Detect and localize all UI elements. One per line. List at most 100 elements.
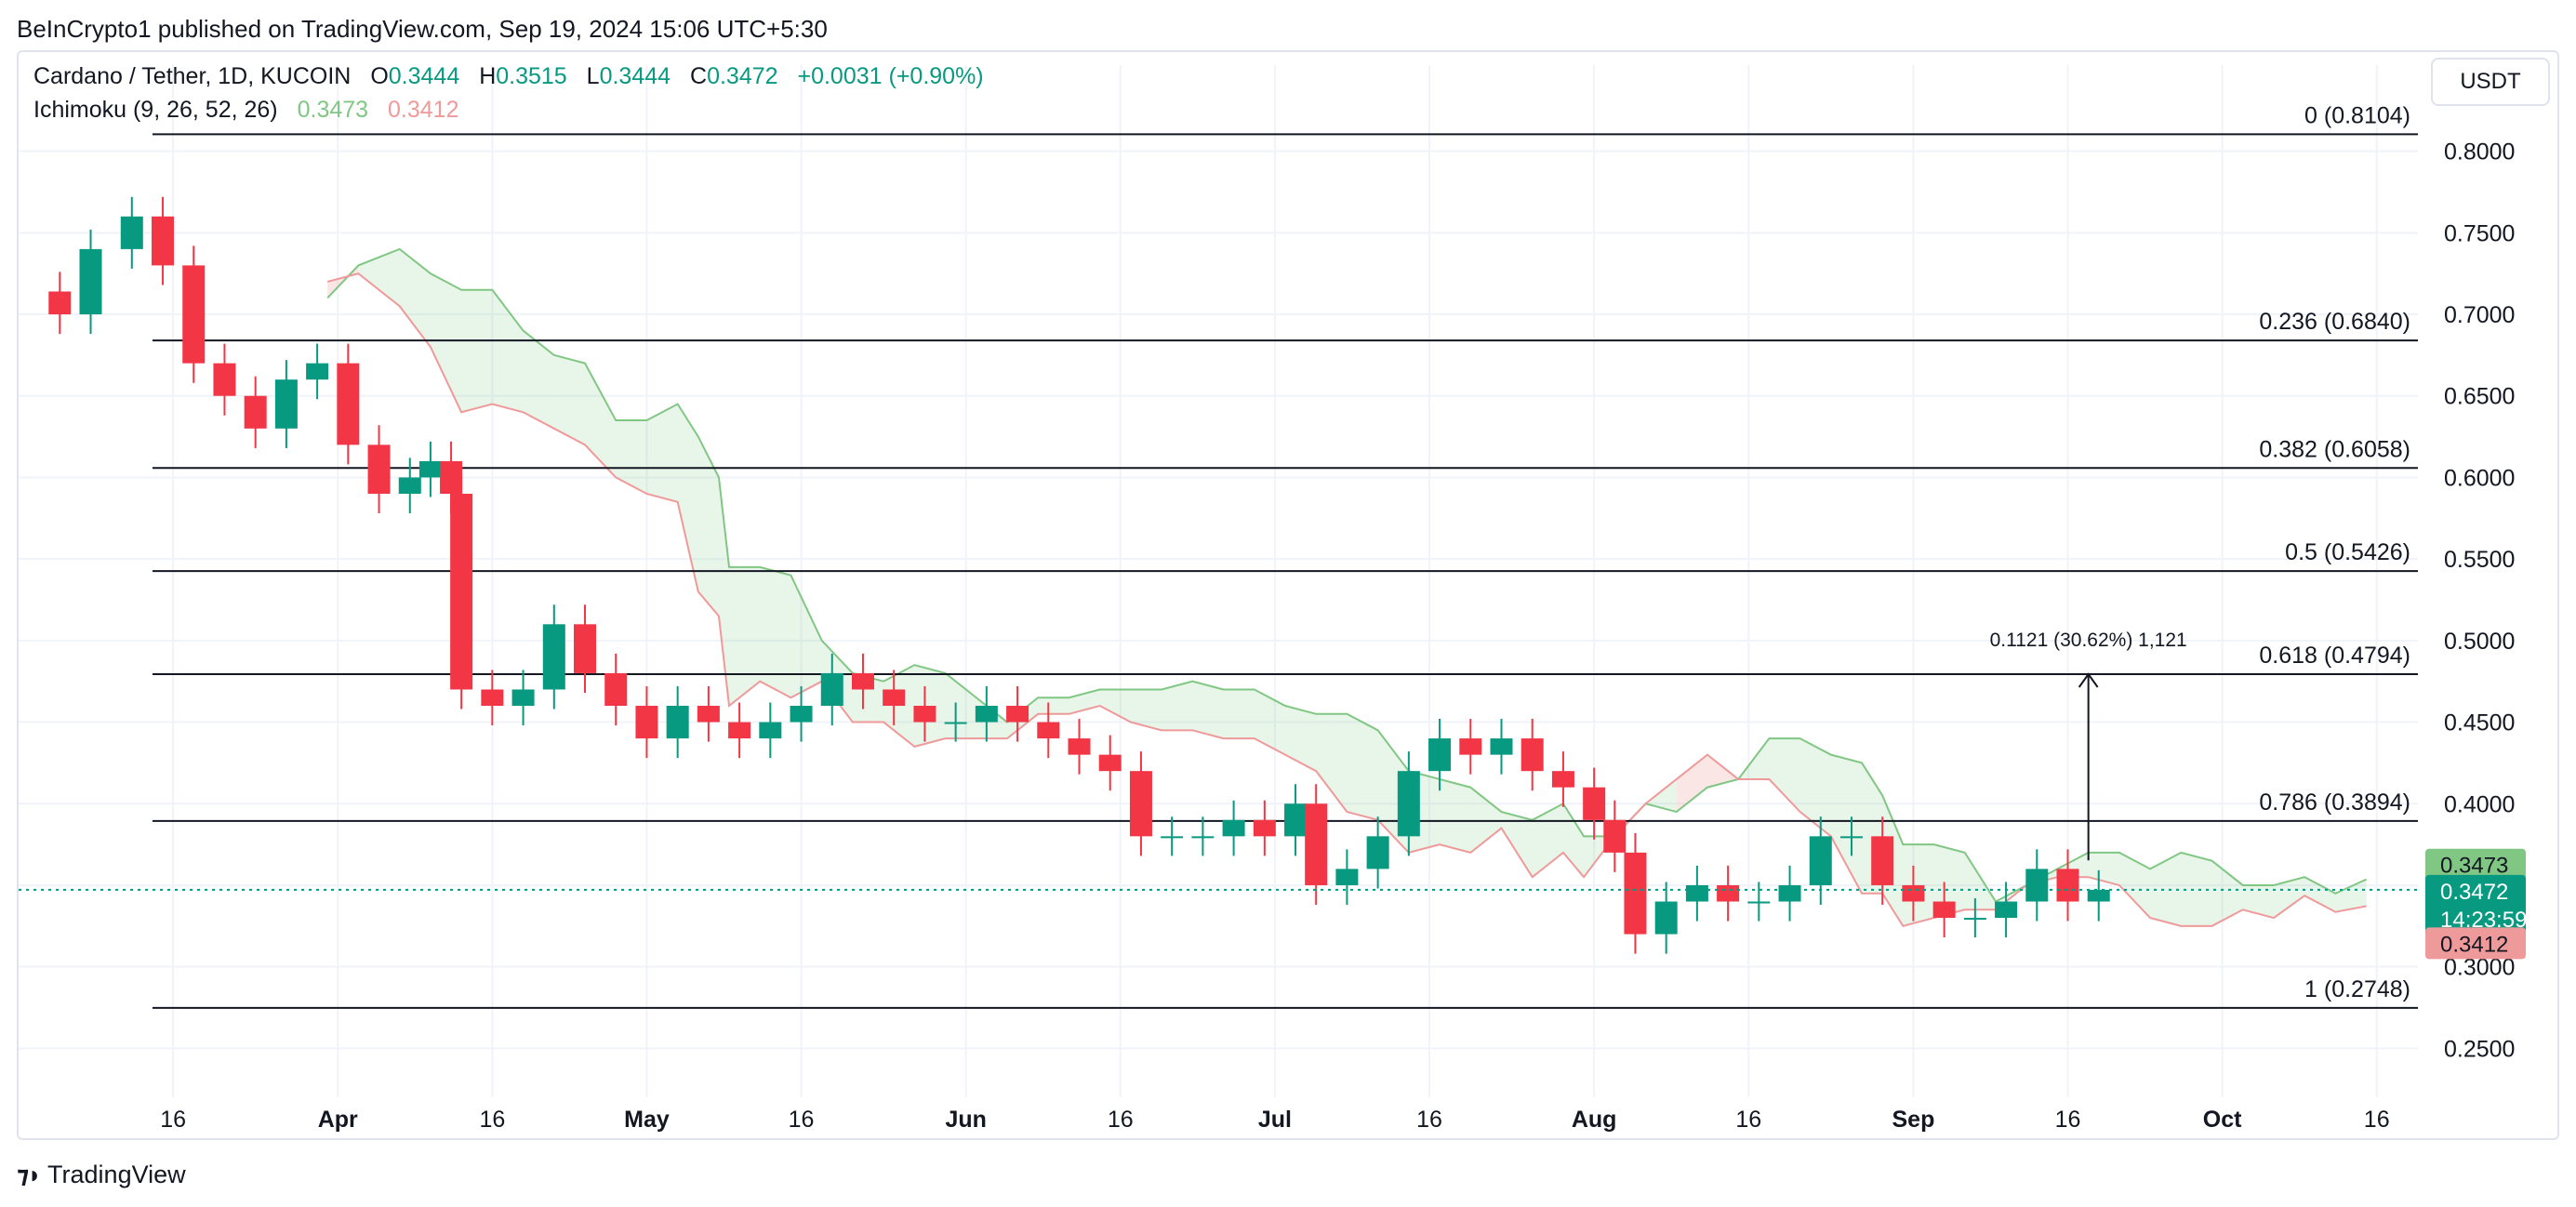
- candle-body: [1779, 885, 1801, 902]
- candle-body: [1624, 853, 1646, 935]
- cloud-segment: [719, 477, 729, 706]
- candle-body: [440, 461, 462, 494]
- candle-body: [245, 396, 267, 429]
- candle-body: [1871, 836, 1893, 885]
- price-badge-label: 0.3412: [2440, 932, 2508, 957]
- cloud-segment: [760, 567, 790, 697]
- candle-body: [883, 689, 905, 706]
- fib-level-label: 0.618 (0.4794): [2259, 643, 2410, 669]
- candle-body: [368, 444, 391, 494]
- candle-body: [1491, 738, 1513, 755]
- candle-body: [1995, 902, 2017, 919]
- low-value: 0.3444: [600, 63, 671, 89]
- ichimoku-span-a-value: 0.3473: [298, 97, 368, 123]
- cloud-segment: [2119, 853, 2150, 918]
- brand-name: TradingView: [47, 1161, 186, 1189]
- candle-body: [2057, 869, 2079, 901]
- x-tick-label: 16: [1416, 1107, 1442, 1133]
- candle-body: [852, 673, 874, 690]
- candle-body: [728, 723, 750, 739]
- high-value: 0.3515: [496, 63, 566, 89]
- candle-body: [1006, 706, 1029, 723]
- candle-body: [1964, 918, 1986, 920]
- candle-body: [1552, 771, 1574, 788]
- candle-body: [1284, 803, 1307, 836]
- candle-body: [1191, 836, 1214, 838]
- candle-body: [667, 706, 689, 738]
- y-tick-label: 0.5000: [2444, 629, 2515, 655]
- cloud-segment: [2212, 861, 2243, 926]
- open-value: 0.3444: [389, 63, 459, 89]
- ichimoku-cloud: [327, 249, 2366, 926]
- candle-body: [790, 706, 813, 723]
- price-range-measure: 0.1121 (30.62%) 1,121: [1990, 630, 2187, 860]
- candle-body: [419, 461, 442, 478]
- cloud-segment: [400, 249, 431, 347]
- cloud-segment: [698, 437, 719, 617]
- cloud-segment: [1038, 697, 1069, 714]
- candle-body: [399, 477, 421, 494]
- candle-body: [1428, 738, 1451, 771]
- cloud-segment: [1255, 689, 1285, 754]
- cloud-segment: [1440, 779, 1470, 853]
- candle-body: [945, 723, 967, 724]
- candle-body: [2088, 890, 2110, 902]
- x-tick-label: Jul: [1258, 1107, 1292, 1133]
- cloud-segment: [790, 576, 821, 698]
- cloud-segment: [431, 273, 461, 412]
- time-axis: 16 Apr 16 May 16 Jun 16 Jul 16 Aug 16 Sep 16 Oct 16: [160, 1107, 2389, 1133]
- fib-level-label: 0.786 (0.3894): [2259, 789, 2410, 816]
- candlestick-series: [19, 197, 2418, 954]
- candle-body: [821, 673, 843, 706]
- x-tick-label: 16: [1735, 1107, 1761, 1133]
- currency-selector-button[interactable]: USDT: [2431, 58, 2550, 106]
- candle-body: [275, 379, 298, 429]
- cloud-segment: [1769, 738, 1799, 812]
- indicator-title: Ichimoku (9, 26, 52, 26): [33, 97, 278, 123]
- candle-body: [574, 624, 596, 673]
- symbol-legend: Cardano / Tether, 1D, KUCOIN O0.3444 H0.…: [33, 63, 984, 90]
- ichimoku-span-b-value: 0.3412: [388, 97, 458, 123]
- x-tick-label: Sep: [1892, 1107, 1934, 1133]
- x-tick-label: 16: [160, 1107, 186, 1133]
- price-badges: 0.34730.347214:23:590.3412: [2425, 849, 2527, 960]
- candle-body: [337, 364, 359, 445]
- candle-body: [913, 706, 936, 723]
- low-label: L: [587, 63, 600, 89]
- candle-body: [1655, 902, 1678, 935]
- candle-body: [1583, 788, 1605, 820]
- change-value: +0.0031 (+0.90%): [797, 63, 983, 89]
- x-tick-label: Jun: [945, 1107, 986, 1133]
- x-tick-label: 16: [789, 1107, 815, 1133]
- x-tick-label: Apr: [318, 1107, 358, 1133]
- candle-body: [1254, 820, 1276, 837]
- cloud-segment: [1533, 803, 1563, 877]
- x-tick-label: 16: [479, 1107, 505, 1133]
- candle-body: [1840, 836, 1863, 838]
- cloud-segment: [1192, 682, 1223, 738]
- fib-level-label: 0 (0.8104): [2304, 102, 2410, 128]
- candle-body: [759, 723, 781, 739]
- tradingview-branding: ⁊◗ TradingView: [17, 1161, 186, 1189]
- close-value: 0.3472: [707, 63, 777, 89]
- candle-body: [1099, 755, 1122, 772]
- candle-body: [1902, 885, 1924, 902]
- symbol-title: Cardano / Tether, 1D, KUCOIN: [33, 63, 351, 89]
- indicator-legend: Ichimoku (9, 26, 52, 26) 0.3473 0.3412: [33, 97, 458, 124]
- candle-body: [635, 706, 657, 738]
- y-tick-label: 0.6500: [2444, 384, 2515, 410]
- y-tick-label: 0.4500: [2444, 710, 2515, 736]
- candle-body: [48, 291, 71, 314]
- candle-body: [152, 217, 174, 266]
- y-tick-label: 0.4000: [2444, 791, 2515, 817]
- y-tick-label: 0.6000: [2444, 465, 2515, 491]
- candle-body: [306, 364, 328, 380]
- candle-body: [1686, 885, 1708, 902]
- cloud-segment: [461, 290, 492, 413]
- cloud-segment: [492, 290, 523, 413]
- high-label: H: [479, 63, 496, 89]
- cloud-segment: [2304, 877, 2335, 912]
- candle-body: [182, 265, 205, 363]
- candle-body: [1717, 885, 1739, 902]
